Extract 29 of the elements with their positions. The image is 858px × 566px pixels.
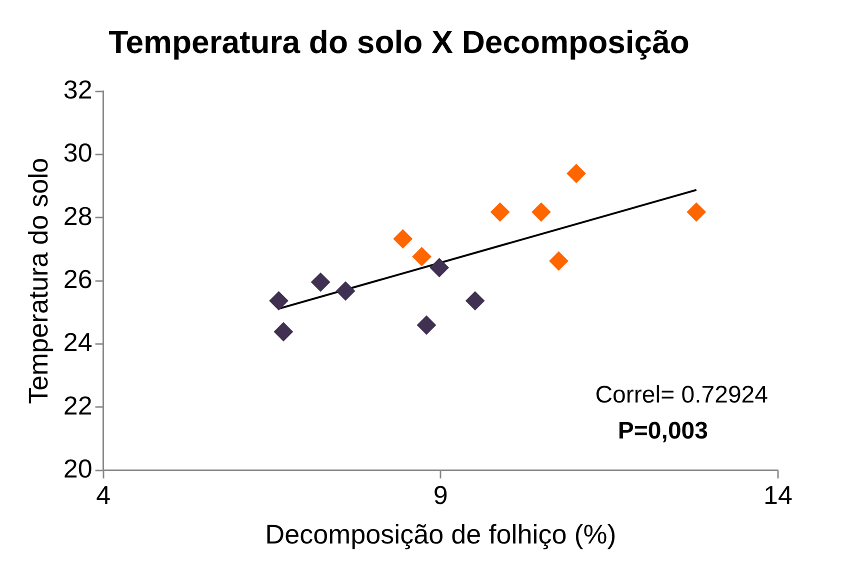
point bbox=[269, 291, 288, 310]
point bbox=[490, 202, 510, 222]
point bbox=[466, 291, 485, 310]
y-tick-label: 30 bbox=[63, 138, 92, 168]
point bbox=[549, 252, 568, 271]
point bbox=[566, 164, 586, 184]
chart-title: Temperatura do solo X Decomposição bbox=[108, 24, 690, 60]
y-tick-label: 22 bbox=[63, 390, 92, 420]
point bbox=[416, 316, 436, 335]
point bbox=[686, 202, 706, 222]
x-tick-label: 14 bbox=[764, 480, 792, 510]
x-tick-label: 4 bbox=[96, 480, 111, 510]
point bbox=[336, 282, 356, 301]
y-axis-title: Temperatura do solo bbox=[24, 158, 54, 404]
point bbox=[532, 202, 551, 222]
x-tick-label: 9 bbox=[433, 480, 448, 510]
annotation: Correl= 0.72924 bbox=[595, 381, 768, 408]
y-tick-label: 24 bbox=[63, 327, 92, 358]
point bbox=[430, 258, 449, 278]
annotation: P=0,003 bbox=[618, 417, 708, 444]
x-axis-title: Decomposição de folhiço (%) bbox=[265, 519, 616, 550]
y-tick-label: 32 bbox=[63, 74, 92, 105]
y-tick-label: 26 bbox=[63, 264, 92, 294]
y-tick-label: 28 bbox=[63, 200, 92, 231]
point bbox=[311, 272, 330, 292]
point bbox=[412, 247, 432, 266]
point bbox=[393, 229, 412, 248]
y-tick-label: 20 bbox=[63, 454, 92, 484]
point bbox=[274, 322, 293, 342]
